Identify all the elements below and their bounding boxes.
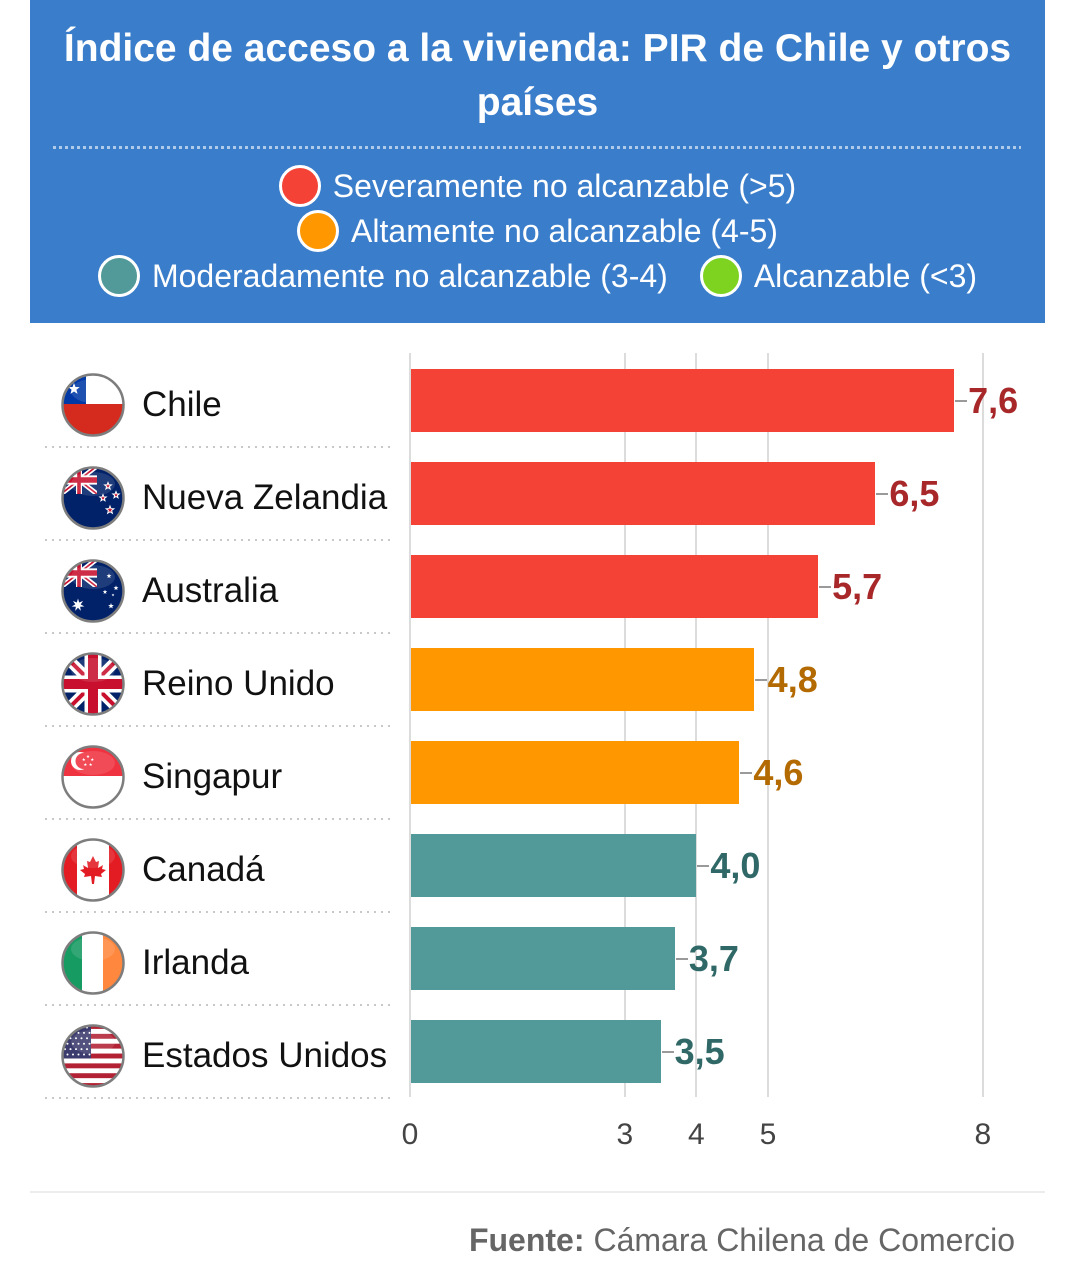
legend-item-moderate: Moderadamente no alcanzable (3-4) xyxy=(97,254,668,297)
bar-chile xyxy=(411,369,955,432)
row-separator xyxy=(45,911,395,913)
legend-label: Alcanzable (<3) xyxy=(753,257,978,294)
country-row-canada: Canadá xyxy=(61,838,265,902)
value-label: 7,6 xyxy=(968,379,1019,421)
chart-header: Índice de acceso a la vivienda: PIR de C… xyxy=(30,0,1045,323)
bar-united-kingdom xyxy=(411,648,754,711)
legend-row: Altamente no alcanzable (4-5) xyxy=(30,208,1045,253)
value-label: 6,5 xyxy=(889,472,940,514)
gridline xyxy=(767,353,769,1097)
flag-singapore-icon xyxy=(61,745,125,809)
value-connector xyxy=(819,585,832,588)
flag-chile-icon xyxy=(61,373,125,437)
legend-item-high: Altamente no alcanzable (4-5) xyxy=(297,209,778,252)
source-note: Fuente: Cámara Chilena de Comercio xyxy=(469,1220,1015,1260)
country-row-united-states: Estados Unidos xyxy=(61,1024,387,1088)
country-label: Estados Unidos xyxy=(142,1036,388,1075)
legend-label: Altamente no alcanzable (4-5) xyxy=(351,212,778,249)
bar-australia xyxy=(411,555,819,618)
row-separator xyxy=(45,632,395,634)
footer-divider xyxy=(30,1191,1045,1193)
flag-united-kingdom-icon xyxy=(61,652,125,716)
x-tick-label: 0 xyxy=(401,1118,419,1151)
x-tick-label: 5 xyxy=(759,1118,777,1151)
country-row-united-kingdom: Reino Unido xyxy=(61,652,335,716)
bar-new-zealand xyxy=(411,462,876,525)
row-separator xyxy=(45,1097,395,1099)
country-label: Irlanda xyxy=(142,943,250,982)
value-connector xyxy=(675,957,688,960)
value-connector xyxy=(740,771,753,774)
bar-singapore xyxy=(411,741,740,804)
header-divider xyxy=(53,146,1021,149)
country-row-australia: Australia xyxy=(61,559,278,623)
flag-ireland-icon xyxy=(61,931,125,995)
row-separator xyxy=(45,446,395,448)
value-connector xyxy=(754,678,767,681)
row-separator xyxy=(45,1004,395,1006)
legend-item-severe: Severamente no alcanzable (>5) xyxy=(278,164,797,207)
gridline xyxy=(623,353,626,1097)
bar-canada xyxy=(411,834,697,897)
flag-united-states-icon xyxy=(61,1024,125,1088)
value-label: 3,5 xyxy=(674,1030,725,1072)
gridline xyxy=(695,353,698,1097)
source-label: Fuente: xyxy=(468,1222,585,1258)
value-connector xyxy=(697,864,710,867)
country-label: Reino Unido xyxy=(142,664,335,703)
legend: Severamente no alcanzable (>5) Altamente… xyxy=(30,163,1045,298)
bar-ireland xyxy=(411,927,675,990)
row-separator xyxy=(45,539,395,541)
gridline xyxy=(409,353,411,1097)
x-tick-label: 8 xyxy=(974,1118,992,1151)
legend-row: Severamente no alcanzable (>5) xyxy=(30,163,1045,208)
legend-row: Moderadamente no alcanzable (3-4) Alcanz… xyxy=(30,253,1045,298)
value-connector xyxy=(955,399,968,402)
flag-australia-icon xyxy=(61,559,125,623)
chart-title: Índice de acceso a la vivienda: PIR de C… xyxy=(63,27,1012,124)
value-label: 5,7 xyxy=(832,565,883,607)
value-connector xyxy=(876,492,889,495)
country-label: Singapur xyxy=(142,757,283,796)
country-row-chile: Chile xyxy=(61,373,222,437)
value-label: 4,8 xyxy=(767,658,818,700)
x-tick-label: 4 xyxy=(688,1118,705,1151)
bar-united-states xyxy=(411,1020,661,1083)
legend-swatch-high xyxy=(297,209,340,252)
legend-label: Moderadamente no alcanzable (3-4) xyxy=(151,257,668,294)
country-label: Chile xyxy=(142,385,222,424)
row-separator xyxy=(45,725,395,727)
value-connector xyxy=(661,1050,674,1053)
x-tick-label: 3 xyxy=(616,1118,634,1151)
country-label: Australia xyxy=(142,571,279,610)
gridline xyxy=(981,353,984,1097)
country-label: Nueva Zelandia xyxy=(142,478,388,517)
value-label: 4,0 xyxy=(710,844,761,886)
legend-swatch-moderate xyxy=(97,254,140,297)
legend-label: Severamente no alcanzable (>5) xyxy=(332,167,797,204)
country-row-new-zealand: Nueva Zelandia xyxy=(61,466,387,530)
legend-item-affordable: Alcanzable (<3) xyxy=(699,254,978,297)
legend-swatch-severe xyxy=(278,164,321,207)
row-separator xyxy=(45,818,395,820)
country-row-singapore: Singapur xyxy=(61,745,282,809)
value-label: 3,7 xyxy=(688,937,739,979)
country-row-ireland: Irlanda xyxy=(61,931,249,995)
source-text: Cámara Chilena de Comercio xyxy=(593,1222,1015,1258)
value-label: 4,6 xyxy=(753,751,804,793)
flag-canada-icon xyxy=(61,838,125,902)
country-label: Canadá xyxy=(142,850,265,889)
legend-swatch-affordable xyxy=(699,254,742,297)
flag-new-zealand-icon xyxy=(61,466,125,530)
